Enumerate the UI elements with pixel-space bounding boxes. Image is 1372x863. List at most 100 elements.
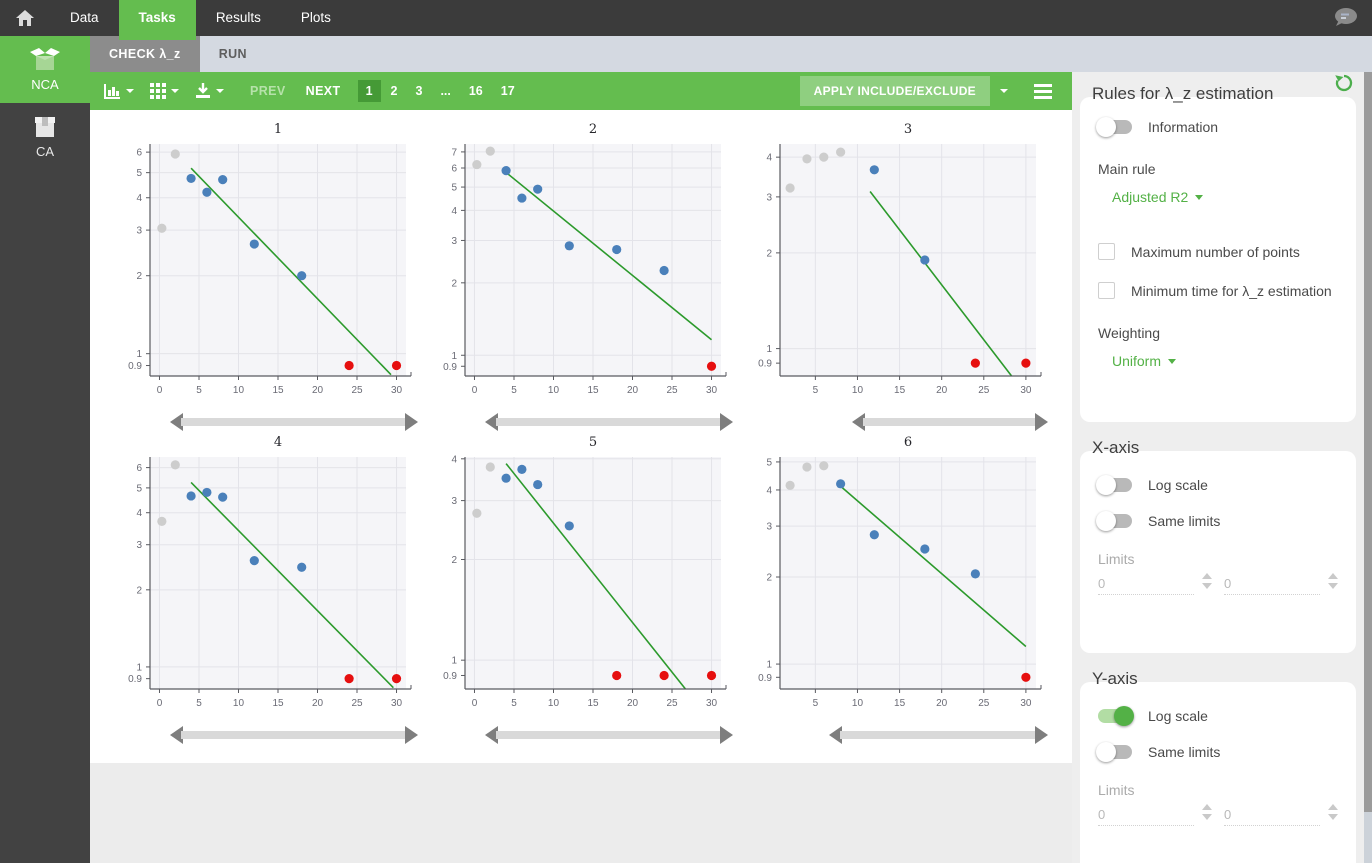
yaxis-same-limits-toggle[interactable] bbox=[1096, 742, 1132, 762]
data-point-not-used[interactable] bbox=[485, 146, 495, 156]
next-page-button[interactable]: NEXT bbox=[305, 84, 341, 98]
yaxis-min-input[interactable] bbox=[1098, 804, 1194, 826]
data-point-used[interactable] bbox=[202, 187, 212, 197]
data-point-used[interactable] bbox=[920, 544, 930, 554]
slider-left-handle[interactable] bbox=[170, 413, 184, 431]
page-button-3[interactable]: 3 bbox=[415, 84, 423, 98]
subtab-run[interactable]: RUN bbox=[218, 47, 247, 61]
time-range-slider[interactable] bbox=[170, 413, 418, 431]
data-point-used[interactable] bbox=[869, 530, 879, 540]
tab-plots[interactable]: Plots bbox=[300, 10, 331, 25]
data-point-excluded[interactable] bbox=[1021, 358, 1031, 368]
page-button-2[interactable]: 2 bbox=[390, 84, 398, 98]
sidebar-item-nca[interactable]: NCA bbox=[0, 36, 90, 103]
data-point-used[interactable] bbox=[564, 521, 574, 531]
data-point-not-used[interactable] bbox=[836, 147, 846, 157]
grid-layout-dropdown[interactable] bbox=[150, 83, 179, 99]
feedback-chat-button[interactable] bbox=[1318, 0, 1372, 36]
apply-include-exclude-button[interactable]: APPLY INCLUDE/EXCLUDE bbox=[799, 76, 990, 106]
time-range-slider[interactable] bbox=[828, 726, 1048, 744]
plot-canvas[interactable]: 0.9 1 2 3 4 5 10 15 20 25 30 bbox=[730, 140, 1042, 408]
yaxis-max-stepper[interactable] bbox=[1328, 804, 1338, 820]
slider-bar[interactable] bbox=[862, 418, 1037, 426]
slider-left-handle[interactable] bbox=[851, 413, 865, 431]
data-point-not-used[interactable] bbox=[170, 460, 180, 470]
tab-tasks[interactable]: Tasks bbox=[118, 0, 197, 40]
plot-canvas[interactable]: 0.91 2 3 4 5 6 0 5 10 15 20 25 30 bbox=[100, 453, 412, 721]
slider-left-handle[interactable] bbox=[485, 413, 499, 431]
plot-type-dropdown[interactable] bbox=[104, 83, 134, 99]
data-point-excluded[interactable] bbox=[659, 670, 669, 681]
data-point-excluded[interactable] bbox=[391, 674, 402, 684]
xaxis-same-limits-toggle[interactable] bbox=[1096, 511, 1132, 531]
data-point-excluded[interactable] bbox=[344, 674, 354, 684]
data-point-not-used[interactable] bbox=[802, 154, 812, 164]
slider-right-handle[interactable] bbox=[404, 413, 418, 431]
data-point-excluded[interactable] bbox=[706, 670, 717, 681]
slider-right-handle[interactable] bbox=[1034, 413, 1048, 431]
page-button-1[interactable]: 1 bbox=[357, 80, 381, 102]
yaxis-min-stepper[interactable] bbox=[1202, 804, 1212, 820]
slider-right-handle[interactable] bbox=[1034, 726, 1048, 744]
data-point-used[interactable] bbox=[659, 265, 669, 276]
max-points-checkbox[interactable] bbox=[1098, 243, 1115, 260]
data-point-not-used[interactable] bbox=[157, 223, 167, 233]
data-point-used[interactable] bbox=[836, 479, 846, 489]
data-point-not-used[interactable] bbox=[785, 183, 795, 193]
information-toggle[interactable] bbox=[1096, 117, 1132, 137]
data-point-excluded[interactable] bbox=[391, 360, 402, 371]
yaxis-log-scale-toggle[interactable] bbox=[1098, 706, 1134, 726]
plot-settings-menu-button[interactable] bbox=[1034, 83, 1052, 99]
data-point-used[interactable] bbox=[517, 193, 527, 203]
data-point-not-used[interactable] bbox=[472, 508, 482, 518]
data-point-used[interactable] bbox=[218, 175, 228, 185]
slider-bar[interactable] bbox=[496, 418, 722, 426]
slider-left-handle[interactable] bbox=[485, 726, 499, 744]
data-point-used[interactable] bbox=[612, 244, 622, 255]
time-range-slider[interactable] bbox=[485, 413, 733, 431]
xaxis-max-input[interactable] bbox=[1224, 573, 1320, 595]
plot-canvas[interactable]: 0.9 1 2 3 4 5 5 10 15 20 25 30 bbox=[730, 453, 1042, 721]
data-point-used[interactable] bbox=[297, 271, 307, 281]
sidebar-item-ca[interactable]: CA bbox=[0, 103, 90, 170]
time-range-slider[interactable] bbox=[170, 726, 418, 744]
data-point-used[interactable] bbox=[501, 473, 511, 483]
data-point-not-used[interactable] bbox=[802, 462, 812, 472]
home-button[interactable] bbox=[0, 0, 50, 36]
data-point-used[interactable] bbox=[186, 173, 196, 184]
plot-canvas[interactable]: 0.9 1 2 3 4 0 5 10 15 20 25 30 bbox=[415, 453, 727, 721]
data-point-used[interactable] bbox=[249, 556, 259, 566]
scrollbar-thumb[interactable] bbox=[1364, 72, 1372, 812]
data-point-excluded[interactable] bbox=[612, 670, 622, 681]
data-point-used[interactable] bbox=[186, 491, 196, 501]
data-point-used[interactable] bbox=[202, 487, 212, 498]
data-point-used[interactable] bbox=[218, 492, 228, 502]
data-point-excluded[interactable] bbox=[344, 360, 354, 371]
data-point-used[interactable] bbox=[517, 464, 527, 474]
xaxis-min-stepper[interactable] bbox=[1202, 573, 1212, 589]
data-point-used[interactable] bbox=[297, 562, 307, 572]
data-point-not-used[interactable] bbox=[157, 516, 167, 526]
subtab-check-lambda-z[interactable]: CHECK λ_z bbox=[90, 36, 200, 72]
page-button-17[interactable]: 17 bbox=[500, 84, 515, 98]
slider-right-handle[interactable] bbox=[404, 726, 418, 744]
slider-bar[interactable] bbox=[839, 731, 1037, 739]
prev-page-button[interactable]: PREV bbox=[250, 84, 286, 98]
xaxis-log-scale-toggle[interactable] bbox=[1096, 475, 1132, 495]
slider-left-handle[interactable] bbox=[828, 726, 842, 744]
data-point-used[interactable] bbox=[564, 241, 574, 251]
data-point-excluded[interactable] bbox=[706, 361, 717, 371]
slider-bar[interactable] bbox=[496, 731, 722, 739]
data-point-excluded[interactable] bbox=[1021, 672, 1031, 682]
data-point-excluded[interactable] bbox=[970, 358, 980, 368]
data-point-used[interactable] bbox=[869, 165, 879, 175]
time-range-slider[interactable] bbox=[851, 413, 1048, 431]
data-point-used[interactable] bbox=[970, 569, 980, 579]
slider-bar[interactable] bbox=[181, 731, 407, 739]
data-point-used[interactable] bbox=[533, 479, 543, 490]
slider-bar[interactable] bbox=[181, 418, 407, 426]
data-point-not-used[interactable] bbox=[170, 149, 180, 159]
yaxis-max-input[interactable] bbox=[1224, 804, 1320, 826]
page-button-16[interactable]: 16 bbox=[468, 84, 483, 98]
slider-left-handle[interactable] bbox=[170, 726, 184, 744]
